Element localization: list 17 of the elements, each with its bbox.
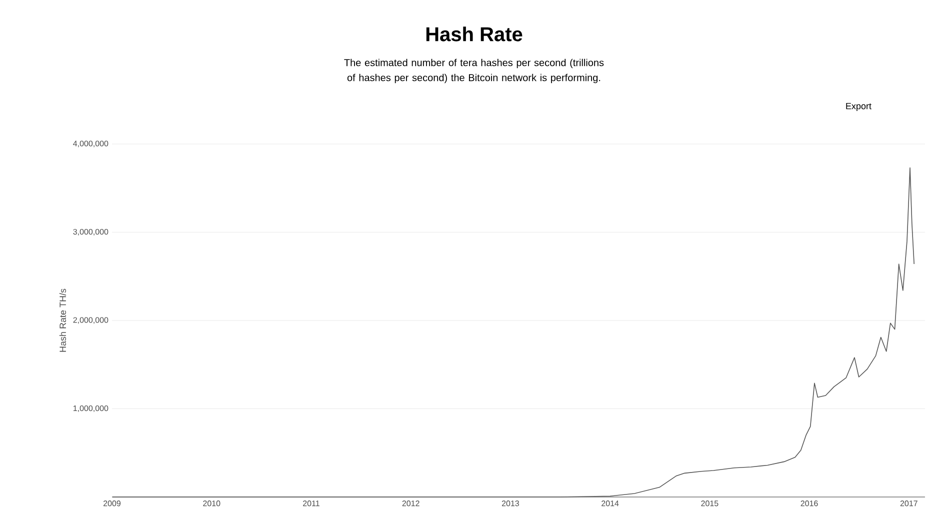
x-tick-label: 2016: [800, 500, 818, 506]
y-tick-label: 2,000,000: [73, 317, 108, 324]
x-tick-label: 2014: [602, 500, 619, 506]
chart-title: Hash Rate: [426, 26, 522, 42]
y-tick-label: 1,000,000: [73, 405, 108, 412]
y-tick-label: 4,000,000: [73, 140, 108, 148]
chart-subtitle: The estimated number of tera hashes per second (trillions of hashes per second) the Bitcoin network is performing.: [344, 58, 604, 84]
x-tick-label: 2015: [701, 500, 718, 506]
y-axis-title: Hash Rate TH/s: [59, 288, 66, 352]
y-tick-label: 3,000,000: [73, 228, 108, 236]
x-tick-label: 2012: [402, 500, 420, 506]
x-tick-label: 2013: [502, 500, 519, 506]
x-tick-label: 2017: [900, 500, 918, 506]
text: Export: [846, 102, 872, 112]
x-tick-label: 2010: [203, 500, 220, 506]
x-tick-label: 2011: [303, 500, 320, 506]
x-tick-label: 2009: [104, 500, 121, 506]
